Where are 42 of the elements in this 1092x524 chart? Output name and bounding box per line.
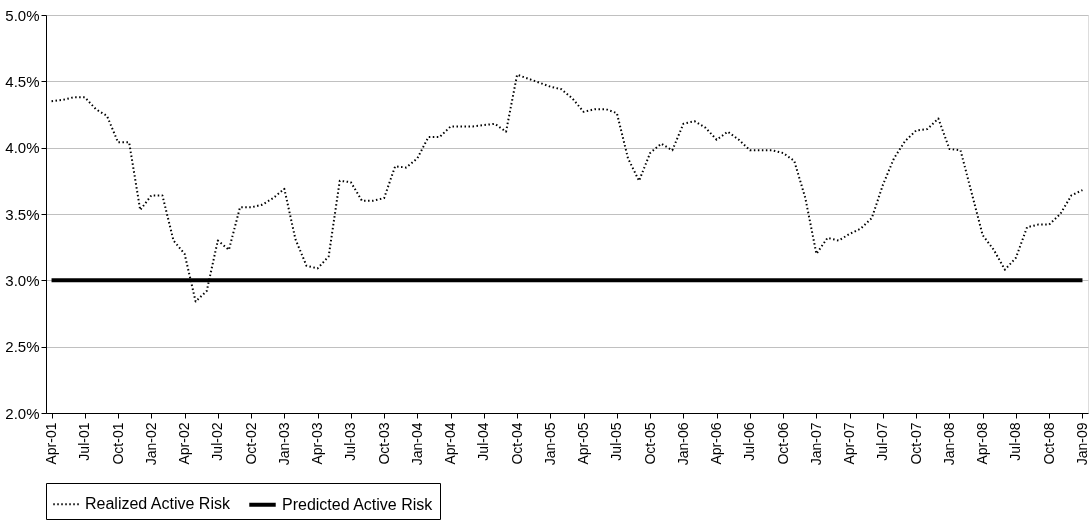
y-tick-label: 3.0% (5, 271, 40, 289)
x-tick-label: Jul-02 (209, 422, 226, 461)
x-tick-label: Oct-04 (508, 422, 525, 465)
x-tick-label: Apr-02 (176, 422, 193, 465)
x-tick-label: Jan-07 (807, 422, 824, 466)
x-tick-label: Jul-05 (608, 422, 625, 461)
y-tick-label: 4.5% (5, 72, 40, 90)
x-tick-label: Apr-05 (575, 422, 592, 465)
x-tick-label: Jul-03 (342, 422, 359, 461)
x-tick-label: Jan-06 (674, 422, 691, 466)
x-tick-label: Oct-02 (242, 422, 259, 465)
x-tick-label: Apr-06 (708, 422, 725, 465)
y-tick-label: 2.5% (5, 338, 40, 356)
x-tick-label: Jul-01 (76, 422, 93, 461)
x-tick-label: Jan-08 (940, 422, 957, 466)
x-tick-label: Oct-06 (774, 422, 791, 465)
x-tick-label: Jan-03 (275, 422, 292, 466)
x-tick-label: Oct-01 (109, 422, 126, 465)
x-tick-label: Apr-08 (974, 422, 991, 465)
x-tick-label: Jan-02 (142, 422, 159, 466)
legend-label: Predicted Active Risk (282, 495, 434, 513)
legend-label: Realized Active Risk (85, 495, 231, 513)
y-tick-label: 3.5% (5, 205, 40, 223)
y-tick-label: 4.0% (5, 139, 40, 157)
x-tick-label: Apr-01 (43, 422, 60, 465)
x-tick-label: Oct-03 (375, 422, 392, 465)
x-tick-label: Apr-04 (442, 422, 459, 465)
x-tick-label: Jan-04 (408, 422, 425, 466)
x-tick-label: Jan-05 (541, 422, 558, 466)
x-tick-label: Jul-06 (741, 422, 758, 461)
x-tick-label: Jan-09 (1073, 422, 1090, 466)
y-tick-label: 5.0% (5, 6, 40, 24)
x-tick-label: Apr-03 (309, 422, 326, 465)
x-tick-label: Oct-08 (1040, 422, 1057, 465)
x-tick-label: Apr-07 (841, 422, 858, 465)
x-tick-label: Oct-05 (641, 422, 658, 465)
x-tick-label: Oct-07 (907, 422, 924, 465)
x-tick-label: Jul-07 (874, 422, 891, 461)
line-series (50, 73, 1084, 303)
x-tick-label: Jul-04 (475, 422, 492, 461)
x-tick-label: Jul-08 (1007, 422, 1024, 461)
y-tick-label: 2.0% (5, 404, 40, 422)
